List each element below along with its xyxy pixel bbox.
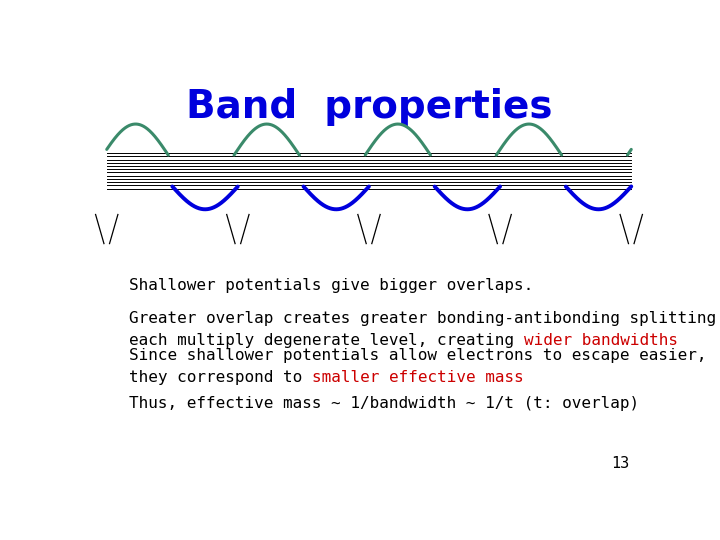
Text: Thus, effective mass ~ 1/bandwidth ~ 1/t (t: overlap): Thus, effective mass ~ 1/bandwidth ~ 1/t… — [129, 396, 639, 411]
Text: Since shallower potentials allow electrons to escape easier,: Since shallower potentials allow electro… — [129, 348, 706, 363]
Text: Band  properties: Band properties — [186, 87, 552, 126]
Text: they correspond to: they correspond to — [129, 370, 312, 385]
Text: smaller effective mass: smaller effective mass — [312, 370, 523, 385]
Text: Greater overlap creates greater bonding-antibonding splitting of: Greater overlap creates greater bonding-… — [129, 311, 720, 326]
Text: wider bandwidths: wider bandwidths — [523, 333, 678, 348]
Text: Shallower potentials give bigger overlaps.: Shallower potentials give bigger overlap… — [129, 278, 534, 293]
Text: 13: 13 — [611, 456, 629, 471]
Text: each multiply degenerate level, creating: each multiply degenerate level, creating — [129, 333, 523, 348]
